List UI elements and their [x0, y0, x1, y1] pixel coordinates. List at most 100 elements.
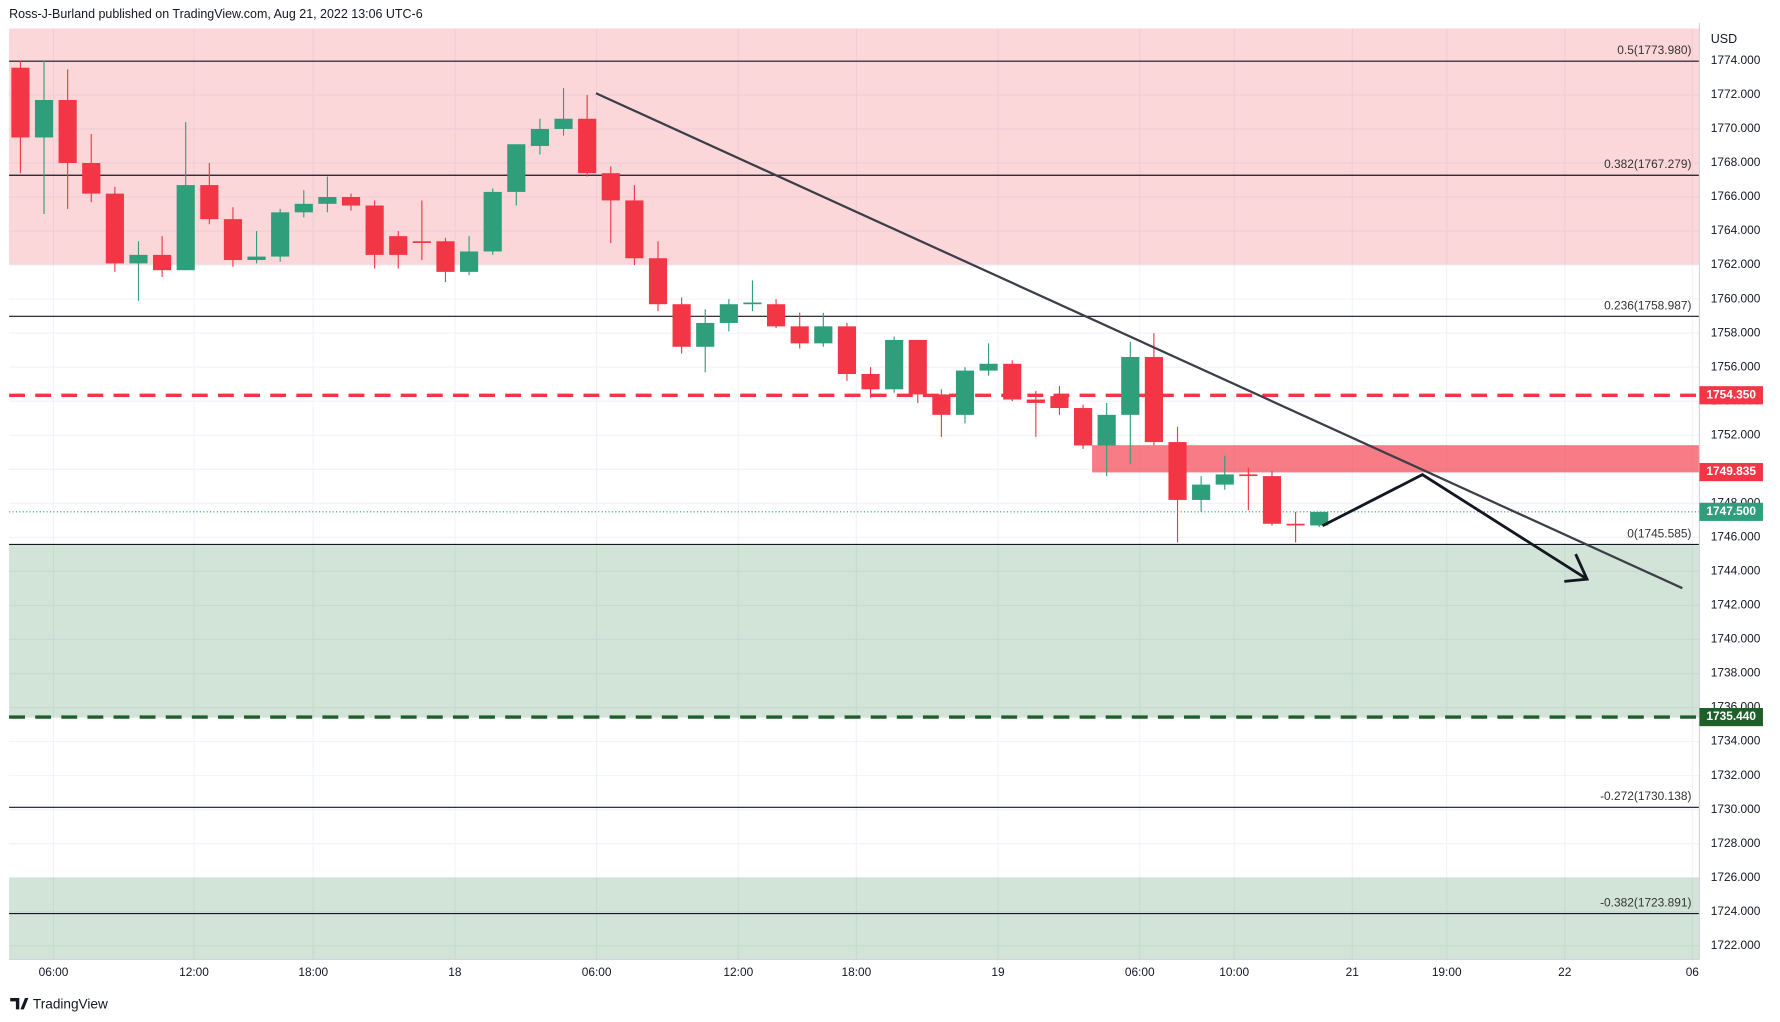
candle-body — [176, 185, 195, 271]
y-tick-label: 1758.000 — [1711, 325, 1761, 339]
x-tick-label: 06:00 — [1125, 965, 1155, 979]
y-tick-label: 1772.000 — [1711, 87, 1761, 101]
fib-label: 0(1745.585) — [1627, 526, 1691, 540]
demand-zone-lower — [9, 877, 1700, 960]
candle-body — [247, 256, 266, 260]
y-tick-label: 1770.000 — [1711, 121, 1761, 135]
y-tick-label: 1734.000 — [1711, 734, 1761, 748]
candle-body — [601, 173, 620, 201]
candle-body — [814, 326, 833, 344]
demand-zone — [9, 545, 1700, 718]
candle-body — [790, 326, 809, 344]
candle-body — [436, 241, 455, 272]
y-tick-label: 1766.000 — [1711, 189, 1761, 203]
candle-body — [412, 241, 431, 243]
candle-body — [1097, 414, 1116, 446]
candle-body — [1286, 523, 1305, 526]
candle-body — [837, 326, 857, 374]
candle-body — [58, 100, 77, 163]
y-tick-label: 1740.000 — [1711, 632, 1761, 646]
fib-label: -0.272(1730.138) — [1600, 789, 1691, 803]
x-tick-label: 18:00 — [298, 965, 328, 979]
header: Ross-J-Burland published on TradingView.… — [9, 7, 423, 21]
candle-body — [1168, 442, 1187, 500]
x-tick-label: 22 — [1558, 965, 1572, 979]
y-tick-label: 1730.000 — [1711, 802, 1761, 816]
candle-body — [1026, 399, 1045, 403]
x-tick-label: 21 — [1346, 965, 1360, 979]
y-tick-label: 1722.000 — [1711, 938, 1761, 952]
candle-body — [979, 363, 998, 371]
x-tick-label: 12:00 — [179, 965, 209, 979]
candle-body — [766, 304, 786, 327]
candles — [11, 60, 1329, 543]
fib-levels: 0.5(1773.980) 0.382(1767.279) 0.236(1758.9… — [9, 43, 1700, 915]
candle-body — [82, 162, 101, 194]
grid — [9, 28, 1700, 960]
x-tick-label: 06:00 — [39, 965, 69, 979]
candle-body — [483, 191, 502, 252]
candle-body — [743, 302, 762, 305]
price-tag — [1699, 463, 1763, 482]
candle-body — [11, 67, 30, 138]
candle-body — [223, 219, 243, 260]
price-tag-label: 1747.500 — [1706, 504, 1756, 518]
y-tick-label: 1728.000 — [1711, 836, 1761, 850]
candle-body — [200, 185, 219, 220]
x-tick-label: 12:00 — [723, 965, 753, 979]
candle-body — [271, 212, 290, 257]
x-tick-label: 19 — [991, 965, 1005, 979]
candle-body — [578, 118, 597, 174]
candle-body — [1192, 484, 1211, 500]
candle-body — [908, 339, 927, 395]
x-tick-label: 06 — [1686, 965, 1700, 979]
candle-body — [672, 304, 691, 347]
candle-body — [341, 197, 361, 206]
y-tick-label: 1768.000 — [1711, 155, 1761, 169]
fib-label: 0.5(1773.980) — [1617, 43, 1691, 57]
candle-body — [1310, 511, 1329, 526]
logo — [10, 998, 29, 1010]
y-tick-label: 1726.000 — [1711, 870, 1761, 884]
candle-body — [625, 200, 644, 259]
y-tick-label: 1732.000 — [1711, 768, 1761, 782]
candle-body — [318, 197, 337, 204]
candle-body — [1144, 356, 1163, 443]
price-tag — [1699, 707, 1763, 727]
x-tick-label: 10:00 — [1219, 965, 1249, 979]
currency: USD — [1711, 32, 1737, 46]
candle-body — [861, 373, 880, 390]
fib-label: -0.382(1723.891) — [1600, 896, 1691, 910]
y-tick-label: 1746.000 — [1711, 530, 1761, 544]
y-tick-label: 1744.000 — [1711, 564, 1761, 578]
candle-body — [389, 236, 408, 255]
candle-body — [105, 193, 124, 264]
y-tick-label: 1760.000 — [1711, 291, 1761, 305]
candle-body — [1073, 408, 1093, 446]
arrow-head — [1564, 553, 1590, 583]
candle-body — [507, 144, 526, 192]
projection-arrow — [1321, 473, 1588, 581]
candle-body — [1050, 396, 1069, 409]
supply-zone — [9, 28, 1700, 265]
y-tick-label: 1752.000 — [1711, 427, 1761, 441]
y-tick-label: 1756.000 — [1711, 359, 1761, 373]
candle-body — [932, 394, 951, 415]
price-tag-label: 1749.835 — [1706, 464, 1756, 478]
candle-body — [885, 339, 904, 390]
footer-logo — [10, 998, 29, 1010]
candle-body — [530, 128, 550, 146]
price-tags: 1754.350 1749.835 1747.500 1735.440 — [1699, 386, 1763, 727]
fib-label: 0.382(1767.279) — [1604, 157, 1691, 171]
y-tick-label: 1762.000 — [1711, 257, 1761, 271]
price-tag — [1699, 386, 1763, 405]
candle-body — [1262, 476, 1282, 524]
x-tick-label: 06:00 — [582, 965, 612, 979]
candle-body — [153, 254, 172, 271]
candle-body — [554, 118, 573, 129]
candle-body — [129, 254, 148, 264]
candle-body — [34, 100, 54, 138]
candle-body — [648, 258, 668, 305]
